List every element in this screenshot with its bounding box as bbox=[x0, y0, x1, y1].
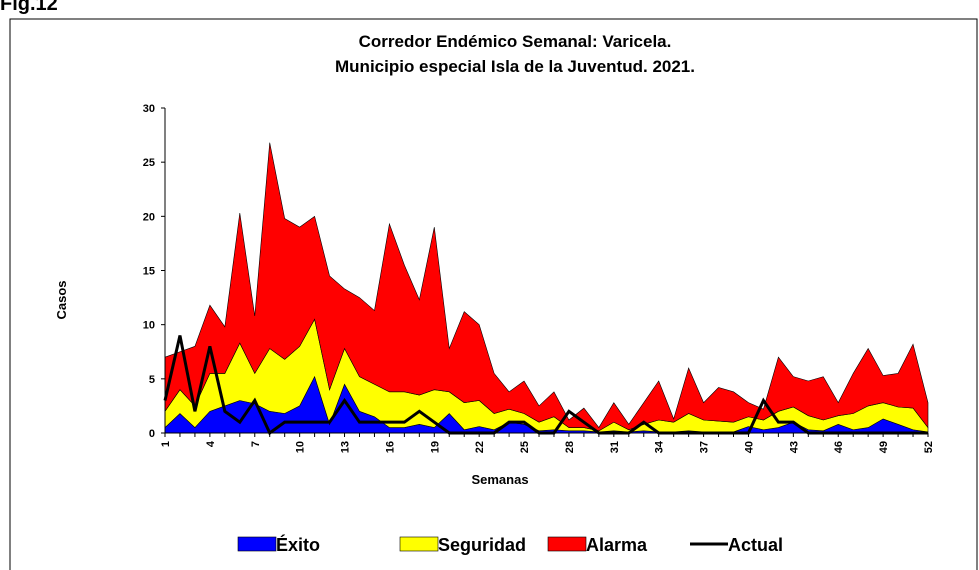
y-tick-label: 25 bbox=[143, 157, 155, 169]
y-axis-label: Casos bbox=[54, 280, 69, 319]
y-tick-label: 0 bbox=[149, 428, 155, 440]
legend-swatch bbox=[547, 536, 587, 552]
x-tick-label: 25 bbox=[519, 441, 531, 453]
x-tick-label: 19 bbox=[429, 441, 441, 453]
legend-swatch bbox=[399, 536, 439, 552]
figure-label: Fig.12 bbox=[0, 0, 58, 15]
legend-label: Actual bbox=[728, 535, 783, 555]
chart-title: Corredor Endémico Semanal: Varicela. bbox=[359, 32, 672, 51]
x-tick-label: 34 bbox=[654, 440, 666, 453]
x-tick-label: 10 bbox=[295, 441, 307, 453]
x-tick-label: 31 bbox=[609, 441, 621, 453]
x-tick-label: 1 bbox=[160, 441, 172, 447]
legend-label: Éxito bbox=[276, 534, 320, 555]
x-tick-label: 7 bbox=[250, 441, 262, 447]
frame bbox=[9, 18, 978, 570]
legend-swatch bbox=[237, 536, 277, 552]
y-tick-label: 10 bbox=[143, 320, 155, 332]
y-tick-label: 5 bbox=[149, 374, 155, 386]
x-tick-label: 28 bbox=[564, 441, 576, 453]
y-tick-label: 20 bbox=[143, 211, 155, 223]
area bbox=[164, 142, 929, 432]
x-tick-label: 40 bbox=[743, 441, 755, 453]
y-tick-label: 15 bbox=[143, 266, 155, 278]
x-tick-label: 13 bbox=[340, 441, 352, 453]
legend-label: Seguridad bbox=[438, 535, 526, 555]
legend-label: Alarma bbox=[586, 535, 648, 555]
x-tick-label: 49 bbox=[878, 441, 890, 453]
x-axis-label: Semanas bbox=[471, 472, 528, 487]
x-tick-label: 43 bbox=[788, 441, 800, 453]
x-tick-label: 16 bbox=[384, 441, 396, 453]
x-tick-label: 46 bbox=[833, 441, 845, 453]
chart-title: Municipio especial Isla de la Juventud. … bbox=[335, 57, 695, 76]
x-tick-label: 22 bbox=[474, 441, 486, 453]
x-tick-label: 4 bbox=[205, 440, 217, 447]
x-tick-label: 52 bbox=[923, 441, 935, 453]
x-tick-label: 37 bbox=[699, 441, 711, 453]
y-tick-label: 30 bbox=[143, 103, 155, 115]
